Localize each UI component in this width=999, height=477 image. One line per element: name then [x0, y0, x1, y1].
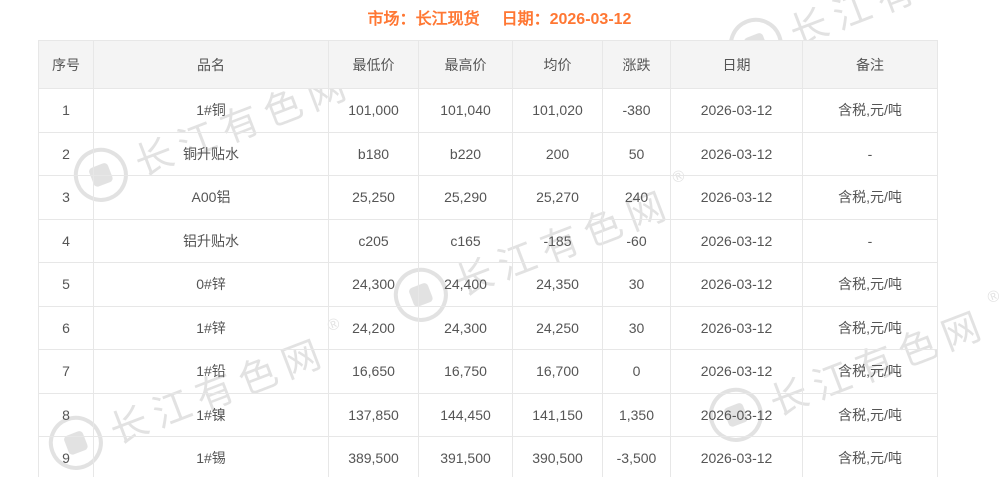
cell-change: 30	[602, 305, 671, 350]
cell-change: -380	[602, 88, 671, 133]
cell-avg: 101,020	[512, 88, 603, 133]
column-header-high: 最高价	[418, 40, 513, 89]
cell-name: 铝升贴水	[93, 218, 329, 263]
watermark-registered-icon: ®	[985, 287, 999, 308]
cell-note: 含税,元/吨	[802, 305, 938, 350]
table-row: 8 1#镍 137,850 144,450 141,150 1,350 2026-03-12…	[38, 392, 938, 437]
cell-date: 2026-03-12	[670, 88, 803, 133]
column-header-date: 日期	[670, 40, 803, 89]
cell-date: 2026-03-12	[670, 131, 803, 176]
cell-avg: 16,700	[512, 349, 603, 394]
cell-date: 2026-03-12	[670, 218, 803, 263]
cell-no: 1	[38, 88, 94, 133]
cell-note: 含税,元/吨	[802, 262, 938, 307]
cell-low: 101,000	[328, 88, 419, 133]
cell-change: 30	[602, 262, 671, 307]
cell-no: 6	[38, 305, 94, 350]
cell-avg: 24,350	[512, 262, 603, 307]
cell-no: 3	[38, 175, 94, 220]
cell-date: 2026-03-12	[670, 349, 803, 394]
cell-high: b220	[418, 131, 513, 176]
cell-name: 1#铜	[93, 88, 329, 133]
column-header-note: 备注	[802, 40, 938, 89]
cell-low: c205	[328, 218, 419, 263]
cell-change: 240	[602, 175, 671, 220]
column-header-name: 品名	[93, 40, 329, 89]
cell-no: 5	[38, 262, 94, 307]
table-row: 6 1#锌 24,200 24,300 24,250 30 2026-03-12 含税,元/吨	[38, 305, 938, 350]
cell-name: 铜升贴水	[93, 131, 329, 176]
cell-high: c165	[418, 218, 513, 263]
cell-high: 391,500	[418, 436, 513, 477]
cell-no: 9	[38, 436, 94, 477]
cell-no: 4	[38, 218, 94, 263]
cell-high: 24,300	[418, 305, 513, 350]
cell-note: -	[802, 218, 938, 263]
cell-change: 1,350	[602, 392, 671, 437]
cell-low: b180	[328, 131, 419, 176]
table-row: 2 铜升贴水 b180 b220 200 50 2026-03-12-	[38, 131, 938, 176]
cell-avg: 141,150	[512, 392, 603, 437]
cell-date: 2026-03-12	[670, 436, 803, 477]
cell-no: 2	[38, 131, 94, 176]
cell-name: 1#镍	[93, 392, 329, 437]
cell-avg: -185	[512, 218, 603, 263]
cell-name: A00铝	[93, 175, 329, 220]
cell-date: 2026-03-12	[670, 262, 803, 307]
column-header-no: 序号	[38, 40, 94, 89]
table-row: 9 1#锡 389,500 391,500 390,500 -3,500 2026-03-1…	[38, 436, 938, 477]
date-value: 2026-03-12	[549, 11, 632, 28]
column-header-change: 涨跌	[602, 40, 671, 89]
market-value: 长江现货	[415, 11, 480, 28]
date-label: 日期：	[501, 11, 550, 28]
cell-note: 含税,元/吨	[802, 392, 938, 437]
cell-low: 24,300	[328, 262, 419, 307]
cell-high: 101,040	[418, 88, 513, 133]
cell-note: -	[802, 131, 938, 176]
cell-low: 389,500	[328, 436, 419, 477]
cell-note: 含税,元/吨	[802, 88, 938, 133]
cell-avg: 390,500	[512, 436, 603, 477]
cell-low: 137,850	[328, 392, 419, 437]
cell-note: 含税,元/吨	[802, 436, 938, 477]
cell-name: 1#锡	[93, 436, 329, 477]
cell-high: 16,750	[418, 349, 513, 394]
cell-name: 1#铅	[93, 349, 329, 394]
cell-high: 144,450	[418, 392, 513, 437]
table-header-row: 序号 品名 最低价 最高价 均价 涨跌 日期 备注	[38, 40, 938, 89]
cell-no: 8	[38, 392, 94, 437]
cell-change: -60	[602, 218, 671, 263]
cell-date: 2026-03-12	[670, 305, 803, 350]
cell-change: 0	[602, 349, 671, 394]
cell-date: 2026-03-12	[670, 392, 803, 437]
table-row: 4 铝升贴水 c205 c165 -185 -60 2026-03-12-	[38, 218, 938, 263]
page-title: 市场：长江现货 日期：2026-03-12	[0, 0, 999, 40]
cell-note: 含税,元/吨	[802, 175, 938, 220]
cell-no: 7	[38, 349, 94, 394]
cell-name: 1#锌	[93, 305, 329, 350]
table-row: 5 0#锌 24,300 24,400 24,350 30 2026-03-12 含税,元/吨	[38, 262, 938, 307]
column-header-low: 最低价	[328, 40, 419, 89]
column-header-avg: 均价	[512, 40, 603, 89]
cell-high: 24,400	[418, 262, 513, 307]
cell-avg: 24,250	[512, 305, 603, 350]
cell-date: 2026-03-12	[670, 175, 803, 220]
cell-low: 24,200	[328, 305, 419, 350]
cell-change: 50	[602, 131, 671, 176]
cell-low: 25,250	[328, 175, 419, 220]
cell-high: 25,290	[418, 175, 513, 220]
table-row: 7 1#铅 16,650 16,750 16,700 0 2026-03-12 含税,元/吨	[38, 349, 938, 394]
cell-name: 0#锌	[93, 262, 329, 307]
table-row: 1 1#铜 101,000 101,040 101,020 -380 2026-03-12 含…	[38, 88, 938, 133]
market-label: 市场：	[367, 11, 416, 28]
cell-note: 含税,元/吨	[802, 349, 938, 394]
cell-avg: 25,270	[512, 175, 603, 220]
cell-low: 16,650	[328, 349, 419, 394]
table-row: 3 A00铝 25,250 25,290 25,270 240 2026-03-12 含税,元…	[38, 175, 938, 220]
cell-avg: 200	[512, 131, 603, 176]
cell-change: -3,500	[602, 436, 671, 477]
price-table: 序号 品名 最低价 最高价 均价 涨跌 日期 备注 1 1#铜 101,000 101,040 101…	[38, 40, 938, 477]
